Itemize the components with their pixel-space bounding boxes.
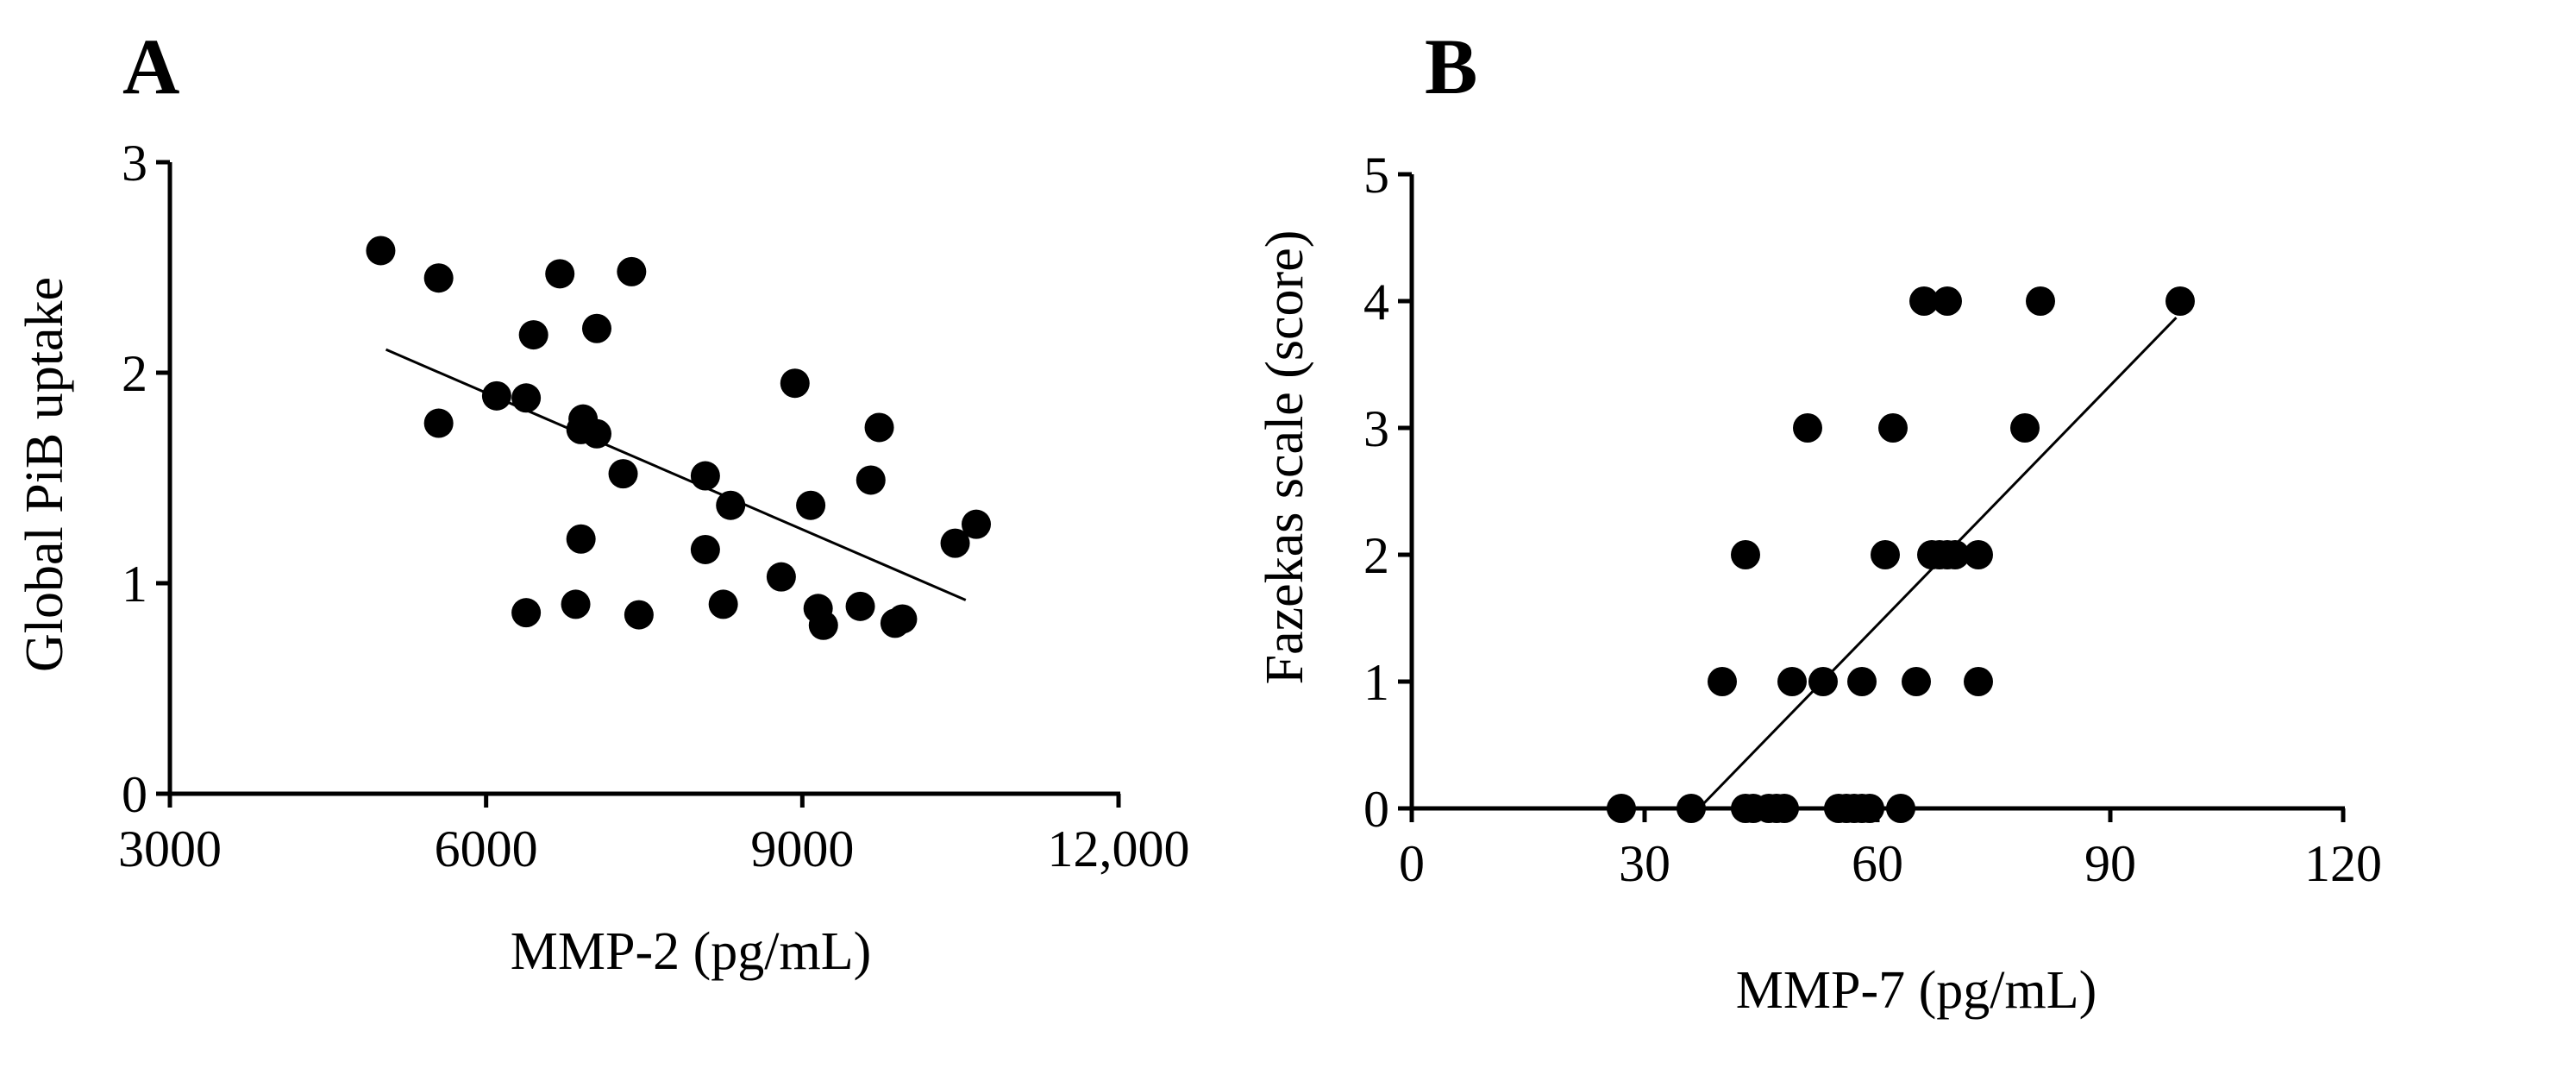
panel-a-data-point <box>423 408 454 438</box>
panel-a-x-axis-title: MMP-2 (pg/mL) <box>511 922 872 981</box>
panel-a-y-tick-label: 1 <box>122 556 147 613</box>
panel-a-scatter-chart: A 0 1 2 3 3000 6000 9000 12,000 MMP-2 (pg/mL) G… <box>16 22 1190 981</box>
panel-b-data-point <box>2026 286 2055 316</box>
panel-a-data-point <box>708 589 738 619</box>
panel-b-x-tick-label: 60 <box>1852 835 1903 892</box>
panel-b-data-point <box>1964 540 1993 569</box>
panel-a-data-point <box>545 259 575 289</box>
panel-a-plot-area: 0 1 2 3 3000 6000 9000 12,000 <box>118 135 1190 877</box>
panel-b-data-point <box>1878 413 1908 443</box>
panel-b-letter: B <box>1425 22 1477 110</box>
panel-a-data-point <box>518 320 548 350</box>
panel-b-data-point <box>2165 286 2195 316</box>
panel-a-data-point <box>864 412 894 443</box>
panel-b-y-axis-title: Fazekas scale (score) <box>1256 230 1314 685</box>
panel-b-y-tick-label: 3 <box>1363 400 1389 457</box>
panel-a-data-point <box>566 524 596 554</box>
panel-b-data-point <box>1808 667 1838 696</box>
panel-a-y-tick-label: 2 <box>122 345 147 402</box>
panel-b-data-point <box>1708 667 1737 696</box>
panel-a-data-point <box>511 598 542 628</box>
panel-b-data-point <box>1909 286 1939 316</box>
panel-b-data-point <box>1770 794 1799 823</box>
panel-a-data-point <box>962 509 991 539</box>
panel-b-x-axis-title: MMP-7 (pg/mL) <box>1736 961 2097 1020</box>
panel-b-x-tick-label: 90 <box>2084 835 2136 892</box>
panel-a-data-point <box>845 591 875 621</box>
panel-a-data-point <box>796 490 826 520</box>
panel-a-data-point <box>582 313 611 343</box>
panel-a-data-point <box>690 461 720 491</box>
panel-a-data-point <box>561 589 591 619</box>
panel-a-y-tick-label: 0 <box>122 766 147 823</box>
panel-a-data-point <box>582 418 611 449</box>
panel-b-scatter-chart: B 0 1 2 3 4 5 0 30 60 90 120 MMP-7 (pg/mL) Fazekas… <box>1256 22 2382 1020</box>
panel-a-x-tick-label: 9000 <box>750 820 854 877</box>
panel-b-data-point <box>1940 540 1970 569</box>
panel-b-data-point <box>1871 540 1900 569</box>
panel-b-data-point <box>1964 667 1993 696</box>
panel-a-data-point <box>617 256 647 286</box>
panel-a-x-tick-label: 12,000 <box>1048 820 1190 877</box>
panel-b-data-point <box>1607 794 1636 823</box>
panel-b-y-tick-label: 2 <box>1363 527 1389 584</box>
panel-b-data-point <box>1902 667 1931 696</box>
panel-a-data-point <box>716 490 746 520</box>
panel-b-x-tick-label: 30 <box>1619 835 1670 892</box>
panel-a-data-point <box>940 528 970 558</box>
panel-b-y-tick-label: 5 <box>1363 147 1389 204</box>
panel-b-data-point <box>1886 794 1915 823</box>
panel-a-data-point <box>766 562 796 592</box>
panel-b-data-point <box>1793 413 1822 443</box>
panel-b-data-point <box>1933 286 1962 316</box>
panel-a-x-tick-label: 3000 <box>118 820 222 877</box>
panel-b-x-tick-label: 120 <box>2304 835 2382 892</box>
panel-a-data-point <box>423 263 454 293</box>
panel-b-plot-area: 0 1 2 3 4 5 0 30 60 90 120 <box>1363 147 2382 892</box>
panel-a-data-point <box>481 380 511 411</box>
panel-a-data-point <box>624 600 654 630</box>
panel-b-data-point <box>1777 667 1807 696</box>
panel-a-data-point <box>856 465 886 495</box>
panel-b-x-tick-label: 0 <box>1399 835 1425 892</box>
panel-b-y-tick-label: 4 <box>1363 273 1389 330</box>
panel-b-data-point <box>1677 794 1706 823</box>
panel-a-data-point <box>808 610 838 640</box>
panel-a-data-point <box>690 534 720 564</box>
panel-a-data-point <box>511 383 542 413</box>
panel-a-data-point <box>780 368 810 399</box>
panel-a-letter: A <box>122 22 179 110</box>
panel-b-data-point <box>1855 794 1884 823</box>
panel-b-data-point <box>1731 540 1760 569</box>
panel-a-data-point <box>366 236 396 266</box>
panel-a-data-point <box>887 604 918 634</box>
panel-b-y-tick-label: 0 <box>1363 781 1389 838</box>
panel-b-data-point <box>1847 667 1877 696</box>
panel-b-data-point <box>2010 413 2040 443</box>
panel-b-y-tick-label: 1 <box>1363 654 1389 711</box>
panel-a-y-axis-title: Global PiB uptake <box>16 277 74 672</box>
panel-a-regression-line <box>385 348 967 601</box>
panel-a-x-tick-label: 6000 <box>435 820 538 877</box>
panel-a-data-point <box>608 459 638 489</box>
panel-a-y-tick-label: 3 <box>122 135 147 192</box>
